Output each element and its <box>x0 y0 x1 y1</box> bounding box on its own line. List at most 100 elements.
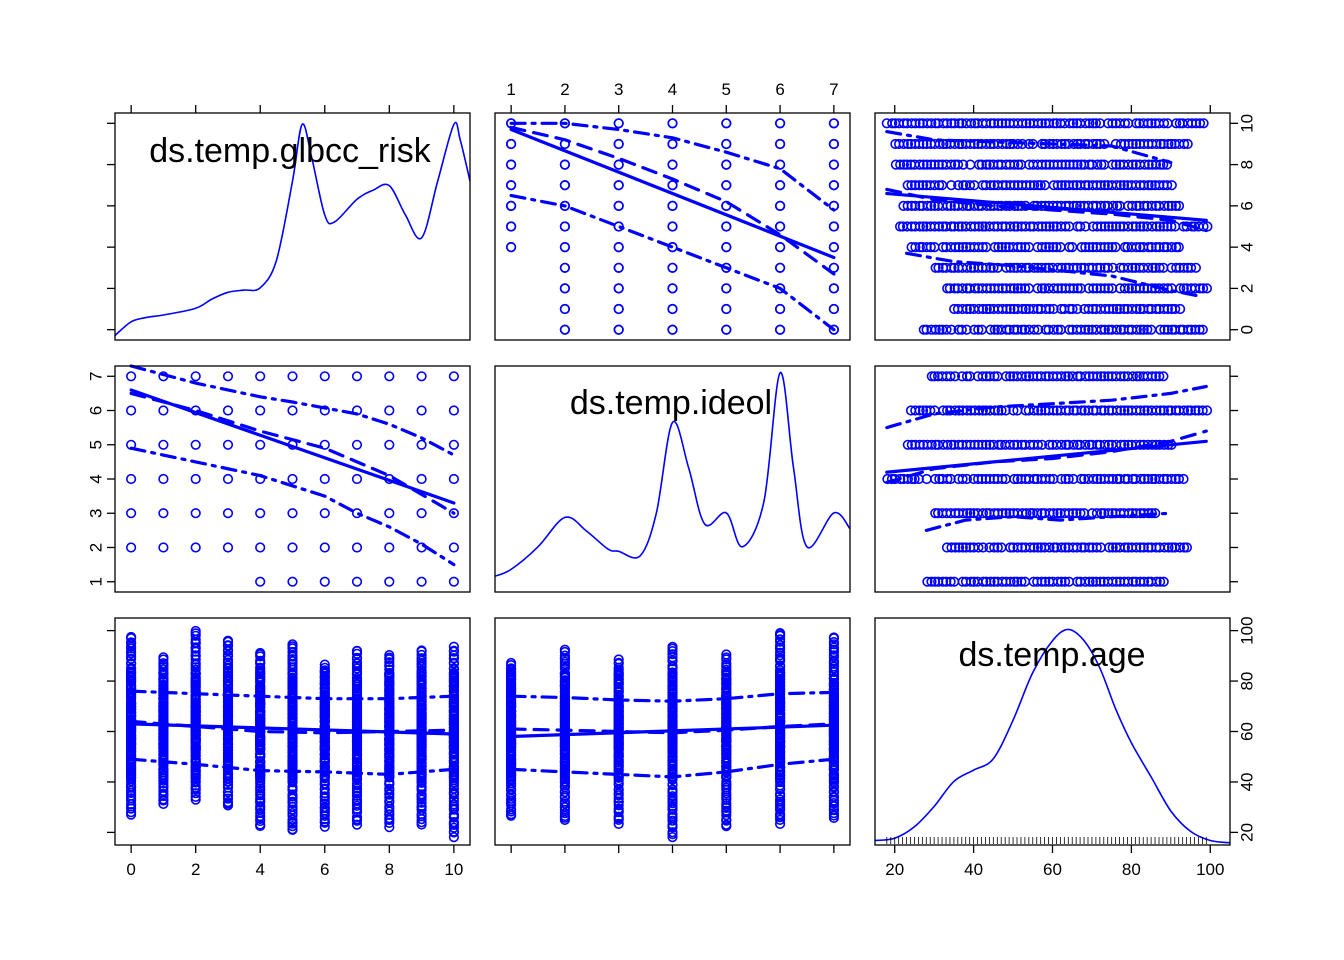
point <box>902 138 914 150</box>
point <box>190 642 201 653</box>
point <box>1044 439 1055 450</box>
point <box>914 118 925 129</box>
point <box>222 371 234 382</box>
point <box>613 283 624 294</box>
point <box>1138 324 1149 335</box>
point <box>255 755 266 767</box>
point <box>977 439 988 450</box>
panel-frame-r0c0 <box>114 112 471 341</box>
y-tick-label: 60 <box>1237 722 1256 741</box>
point <box>953 439 965 450</box>
point <box>997 508 1008 519</box>
point <box>976 159 987 170</box>
point <box>981 138 992 150</box>
point <box>126 637 137 648</box>
point <box>973 159 985 170</box>
x-tick-label: 3 <box>614 80 623 99</box>
point <box>996 118 1008 129</box>
point <box>953 242 965 253</box>
point <box>1159 324 1170 335</box>
point <box>613 654 624 665</box>
point <box>158 652 169 663</box>
point <box>1067 242 1078 253</box>
point <box>667 221 678 232</box>
point <box>559 644 571 655</box>
point <box>1154 262 1165 273</box>
point <box>934 324 945 335</box>
panel-frame-r1c1 <box>494 365 851 593</box>
point <box>1084 118 1095 129</box>
point <box>255 655 266 666</box>
point <box>1134 283 1145 294</box>
point <box>1119 542 1130 553</box>
point <box>1142 324 1153 335</box>
point <box>1056 473 1067 485</box>
point <box>1123 283 1134 294</box>
point <box>1075 221 1086 232</box>
point <box>1012 324 1023 335</box>
point <box>126 542 137 553</box>
point <box>559 808 571 819</box>
point <box>1158 242 1170 253</box>
point <box>969 283 981 294</box>
point <box>351 652 363 663</box>
point <box>1000 405 1011 416</box>
point <box>1056 371 1067 382</box>
risk-by-ideol-upper-band <box>509 121 836 212</box>
point <box>1154 576 1166 587</box>
point <box>667 262 678 273</box>
point <box>1163 138 1174 150</box>
point <box>1071 542 1083 553</box>
point <box>351 371 363 382</box>
point <box>1107 473 1118 485</box>
point <box>613 818 624 830</box>
point <box>1063 473 1074 485</box>
point <box>1111 180 1122 191</box>
point <box>1036 221 1048 232</box>
point <box>1102 200 1113 211</box>
point <box>977 242 988 253</box>
point <box>946 262 957 273</box>
point <box>1090 118 1101 129</box>
point <box>1048 303 1059 315</box>
point <box>222 640 234 651</box>
point <box>613 242 624 253</box>
point <box>1004 371 1016 382</box>
point <box>667 784 678 795</box>
point <box>1048 324 1059 335</box>
point <box>255 647 266 659</box>
point <box>1190 118 1202 129</box>
point <box>1067 303 1078 315</box>
point <box>506 180 517 191</box>
point <box>1158 221 1169 232</box>
point <box>1143 159 1154 170</box>
point <box>158 788 169 800</box>
point <box>1036 439 1048 450</box>
points-age-vs-ideol <box>506 627 840 843</box>
x-tick-label: 8 <box>385 860 394 879</box>
point <box>933 221 945 232</box>
point <box>1009 576 1020 587</box>
point <box>925 200 937 211</box>
point <box>448 439 460 450</box>
point <box>1012 439 1023 450</box>
point <box>416 439 427 450</box>
point <box>989 405 1001 416</box>
point <box>1033 118 1044 129</box>
point <box>933 262 944 273</box>
point <box>961 303 973 315</box>
point <box>958 508 969 519</box>
point <box>1119 118 1130 129</box>
points-risk-vs-ideol <box>506 118 840 335</box>
point <box>946 324 957 335</box>
point <box>559 650 571 661</box>
point <box>1155 159 1166 170</box>
point <box>997 473 1008 485</box>
point <box>1182 405 1194 416</box>
point <box>997 138 1008 150</box>
point <box>1012 283 1023 294</box>
point <box>985 118 996 129</box>
ideol-by-age-upper-band <box>885 384 1208 430</box>
point <box>1107 242 1118 253</box>
age-rug <box>886 837 1207 844</box>
